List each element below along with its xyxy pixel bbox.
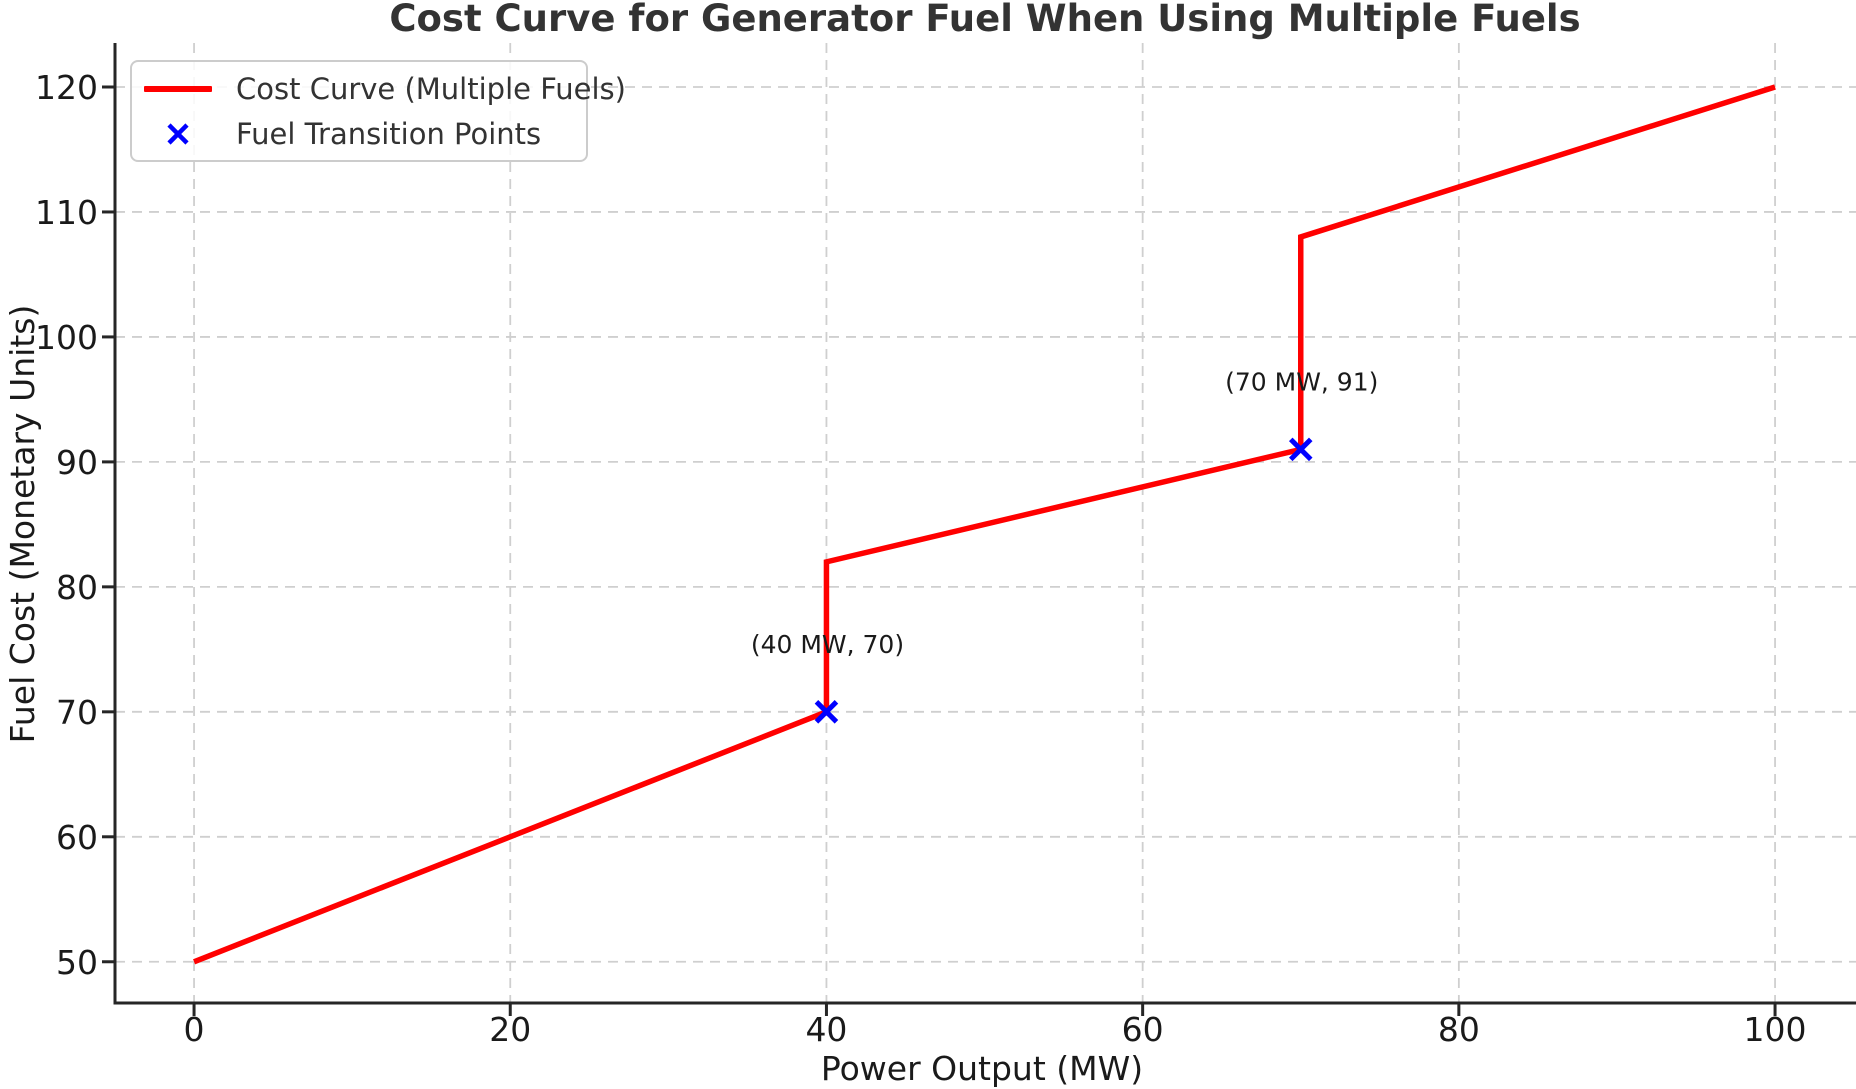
red-line-icon — [144, 85, 212, 92]
legend-item: Cost Curve (Multiple Fuels) — [132, 66, 626, 111]
x-tick-label: 100 — [1744, 1010, 1807, 1049]
legend-item-label: Cost Curve (Multiple Fuels) — [236, 71, 626, 106]
series-layer — [193, 84, 1776, 965]
transition-point-marker — [1288, 437, 1313, 462]
legend-item: Fuel Transition Points — [132, 111, 576, 156]
x-axis-label: Power Output (MW) — [821, 1049, 1143, 1088]
y-axis-label: Fuel Cost (Monetary Units) — [3, 305, 42, 744]
cost-curve-line — [193, 84, 1776, 965]
spine-layer — [113, 43, 1856, 1005]
legend-item-label: Fuel Transition Points — [236, 116, 542, 151]
x-tick-label: 40 — [805, 1010, 847, 1049]
x-tick-label: 60 — [1122, 1010, 1164, 1049]
x-marker-stroke — [1288, 437, 1313, 462]
y-tick-label: 80 — [56, 568, 98, 607]
x-tick-label: 20 — [489, 1010, 531, 1049]
y-tick-label: 60 — [56, 818, 98, 857]
tick-layer: 0 20 40 60 80 100 50 60 70 80 90 100 110 120 — [35, 68, 1807, 1049]
y-tick-label: 50 — [56, 943, 98, 982]
annotation-layer: (40 MW, 70) (70 MW, 91) — [751, 367, 1379, 658]
point-annotation: (40 MW, 70) — [751, 630, 904, 659]
x-marker-icon — [167, 122, 189, 145]
point-annotation: (70 MW, 91) — [1225, 367, 1378, 396]
x-marker-stroke — [814, 700, 839, 724]
legend-x-marker-icon — [142, 121, 214, 147]
chart-title: Cost Curve for Generator Fuel When Using… — [389, 0, 1580, 40]
y-tick-label: 90 — [56, 443, 98, 482]
legend-line-sample-icon — [142, 85, 214, 92]
x-tick-label: 80 — [1438, 1010, 1480, 1049]
y-tick-label: 70 — [56, 693, 98, 732]
x-tick-label: 0 — [184, 1010, 205, 1049]
y-tick-label: 100 — [35, 318, 98, 357]
y-tick-label: 110 — [35, 193, 98, 232]
legend: Cost Curve (Multiple Fuels) Fuel Transiti… — [130, 60, 626, 162]
y-tick-label: 120 — [35, 68, 98, 107]
grid-layer — [115, 43, 1856, 1003]
transition-point-marker — [814, 700, 839, 724]
